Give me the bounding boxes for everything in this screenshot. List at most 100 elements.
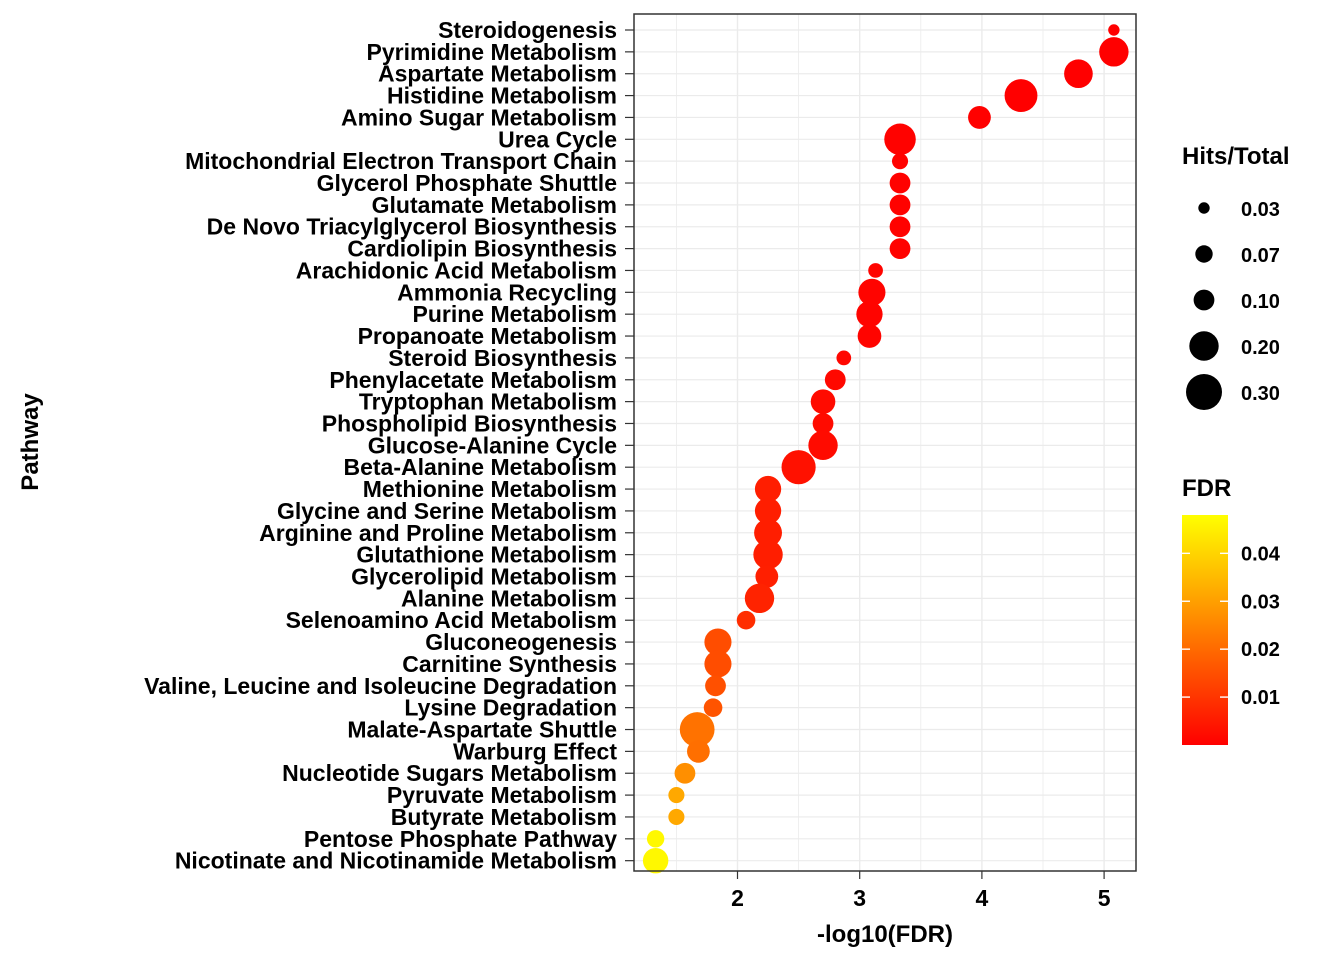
y-tick-label: Arachidonic Acid Metabolism xyxy=(296,257,617,283)
data-point xyxy=(968,106,991,129)
data-point xyxy=(889,172,911,194)
x-tick-label: 3 xyxy=(853,885,866,911)
size-legend-label: 0.07 xyxy=(1241,245,1280,267)
y-tick-label: Pentose Phosphate Pathway xyxy=(304,826,617,852)
data-point xyxy=(744,583,775,614)
y-tick-label: Aspartate Metabolism xyxy=(378,61,617,87)
x-tick-labels: 2 3 4 5 xyxy=(731,871,1111,911)
y-tick-label: Pyruvate Metabolism xyxy=(387,782,617,808)
data-point xyxy=(889,238,911,259)
data-point xyxy=(753,539,783,570)
data-point xyxy=(754,497,782,525)
size-legend-label: 0.20 xyxy=(1241,337,1280,359)
y-tick-label: Carnitine Synthesis xyxy=(402,651,617,677)
y-tick-label: Propanoate Metabolism xyxy=(358,323,617,349)
plot-panel-border xyxy=(633,13,1137,872)
y-tick-label: Beta-Alanine Metabolism xyxy=(344,454,618,480)
y-tick-label: Selenoamino Acid Metabolism xyxy=(286,607,617,633)
data-point xyxy=(705,675,726,697)
data-point xyxy=(858,278,886,306)
data-point xyxy=(674,762,696,784)
y-tick-label: Purine Metabolism xyxy=(413,301,617,327)
y-tick-label: Lysine Degradation xyxy=(404,695,617,721)
y-tick-label: Amino Sugar Metabolism xyxy=(341,104,617,130)
size-legend-key xyxy=(1186,374,1222,410)
data-point xyxy=(884,123,916,156)
y-tick-label: Gluconeogenesis xyxy=(425,629,617,655)
size-legend: Hits/Total 0.03 0.07 0.10 0.20 0.30 xyxy=(1182,143,1290,410)
x-tick-label: 5 xyxy=(1098,885,1111,911)
color-legend: FDR 0.01 0.02 0.03 0.04 xyxy=(1182,475,1281,745)
y-tick-label: Histidine Metabolism xyxy=(387,83,617,109)
data-point xyxy=(836,350,852,366)
y-tick-label: Glycerol Phosphate Shuttle xyxy=(317,170,617,196)
size-legend-label: 0.03 xyxy=(1241,199,1280,221)
data-point xyxy=(1064,59,1093,89)
size-legend-key xyxy=(1195,245,1213,263)
data-point xyxy=(755,565,779,588)
data-point xyxy=(679,712,715,747)
y-tick-label: Tryptophan Metabolism xyxy=(359,389,617,415)
y-tick-label: Glucose-Alanine Cycle xyxy=(368,432,617,458)
data-points xyxy=(642,24,1129,874)
y-tick-label: Arginine and Proline Metabolism xyxy=(259,520,617,546)
size-legend-title: Hits/Total xyxy=(1182,143,1290,170)
data-point xyxy=(642,847,669,874)
data-point xyxy=(889,216,911,238)
y-tick-label: Alanine Metabolism xyxy=(401,585,617,611)
data-point xyxy=(704,650,732,678)
y-tick-label: Nicotinate and Nicotinamide Metabolism xyxy=(175,848,617,874)
data-point xyxy=(668,787,685,804)
y-tick-label: Butyrate Metabolism xyxy=(391,804,617,830)
y-tick-label: Glycerolipid Metabolism xyxy=(351,564,617,590)
data-point xyxy=(687,739,710,763)
y-tick-label: Phenylacetate Metabolism xyxy=(329,367,617,393)
data-point xyxy=(736,610,756,630)
data-point xyxy=(856,301,883,328)
y-tick-label: Glycine and Serine Metabolism xyxy=(277,498,617,524)
size-legend-key xyxy=(1198,202,1210,214)
data-point xyxy=(812,413,834,434)
data-point xyxy=(668,808,685,826)
data-point xyxy=(754,475,782,503)
y-tick-label: Glutathione Metabolism xyxy=(356,542,617,568)
y-tick-label: Steroidogenesis xyxy=(438,17,617,43)
data-point xyxy=(891,153,909,170)
x-tick-label: 2 xyxy=(731,885,744,911)
data-point xyxy=(1108,24,1120,36)
color-legend-label: 0.01 xyxy=(1241,687,1280,709)
y-tick-label: Glutamate Metabolism xyxy=(372,192,617,218)
data-point xyxy=(868,263,883,278)
data-point xyxy=(754,518,782,547)
color-legend-title: FDR xyxy=(1182,475,1231,502)
data-point xyxy=(1004,79,1038,113)
x-tick-label: 4 xyxy=(976,885,989,911)
data-point xyxy=(889,194,911,216)
data-point xyxy=(857,324,882,348)
color-legend-label: 0.04 xyxy=(1241,543,1281,565)
x-axis-title: -log10(FDR) xyxy=(817,921,953,948)
data-point xyxy=(824,369,846,391)
data-point xyxy=(810,389,836,414)
y-tick-label: Cardiolipin Biosynthesis xyxy=(347,236,617,262)
data-point xyxy=(808,430,838,461)
y-tick-label: Malate-Aspartate Shuttle xyxy=(347,717,617,743)
data-point xyxy=(703,698,723,717)
data-point xyxy=(704,628,732,656)
y-tick-label: Ammonia Recycling xyxy=(397,279,617,305)
y-tick-label: Urea Cycle xyxy=(498,126,617,152)
y-tick-label: Phospholipid Biosynthesis xyxy=(322,410,617,436)
y-axis-title: Pathway xyxy=(17,393,44,491)
size-legend-label: 0.30 xyxy=(1241,383,1280,405)
size-legend-label: 0.10 xyxy=(1241,291,1280,313)
y-tick-label: Mitochondrial Electron Transport Chain xyxy=(185,148,617,174)
color-legend-label: 0.02 xyxy=(1241,639,1280,661)
y-tick-label: Valine, Leucine and Isoleucine Degradati… xyxy=(144,673,617,699)
y-tick-label: Pyrimidine Metabolism xyxy=(366,39,617,65)
data-point xyxy=(1099,37,1129,67)
data-point xyxy=(781,450,816,485)
y-tick-label: De Novo Triacylglycerol Biosynthesis xyxy=(207,214,617,240)
color-legend-bar xyxy=(1182,515,1228,745)
